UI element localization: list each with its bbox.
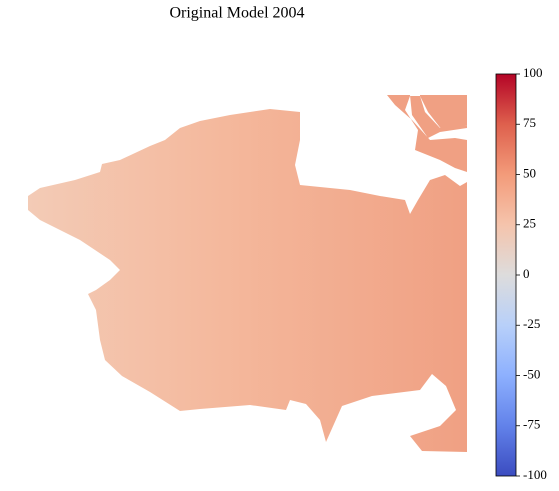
colorbar-tick-label: 25 — [523, 216, 536, 231]
land-mass-east — [420, 96, 467, 130]
colorbar-tick-label: 50 — [523, 165, 536, 180]
colorbar-scale — [495, 73, 517, 477]
colorbar: -100 -75 -50 -25 0 25 50 75 100 — [495, 65, 547, 482]
map-region — [28, 95, 467, 452]
colorbar-tick-label: 0 — [523, 266, 530, 281]
colorbar-tick-label: 75 — [523, 115, 536, 130]
land-mass — [28, 109, 467, 452]
land-mass-north — [387, 95, 467, 172]
colorbar-tick-label: -25 — [523, 316, 540, 331]
colorbar-tick-label: -75 — [523, 417, 540, 432]
colorbar-tick-label: 100 — [523, 65, 543, 80]
colorbar-tick-label: -100 — [523, 467, 547, 482]
colorbar-tick-label: -50 — [523, 366, 540, 381]
chart-title: Original Model 2004 — [169, 5, 304, 22]
